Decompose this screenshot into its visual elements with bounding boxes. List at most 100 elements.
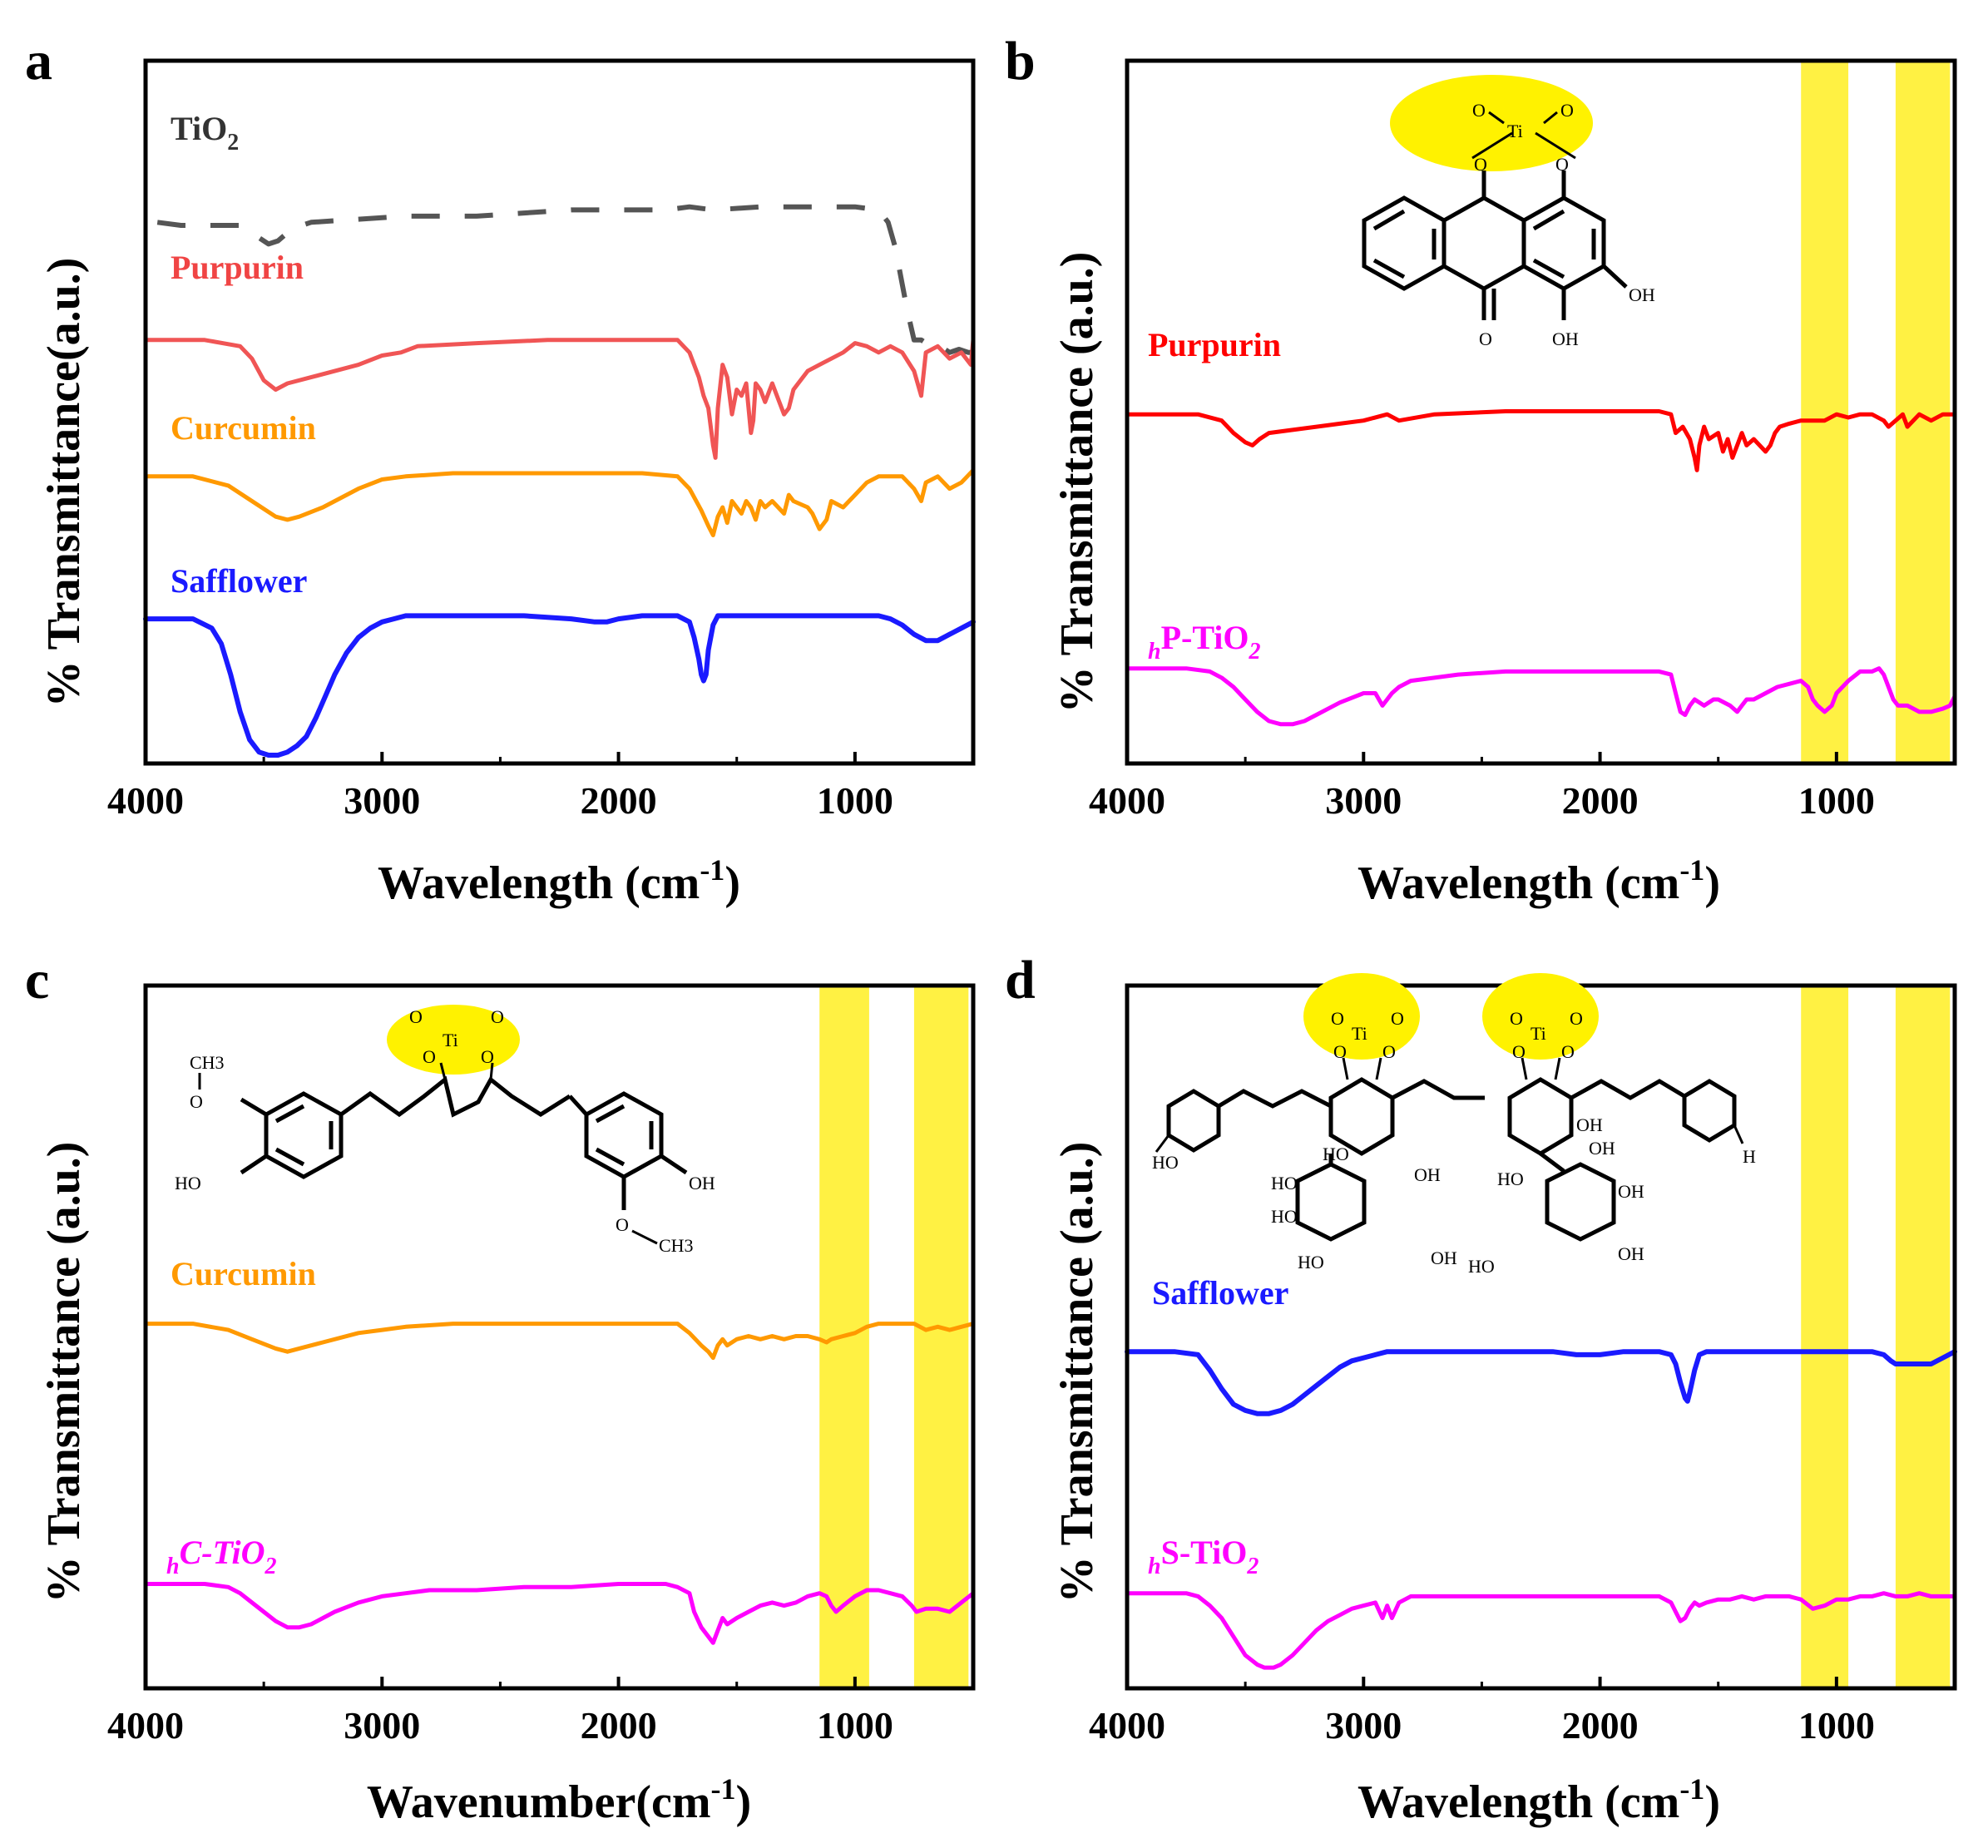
x-axis-label-end: ) <box>736 1776 752 1828</box>
safflower-ti-atoms: O O Ti O O O O Ti O O HO HO OH OH OH HO … <box>1152 1008 1756 1277</box>
series-label-hc-tio2: hC-TiO2 <box>166 1534 277 1579</box>
x-axis-label-sup: -1 <box>1679 853 1704 887</box>
x-axis-ticks: 4000 3000 2000 1000 <box>107 752 893 822</box>
methylene-bridge <box>1391 1079 1485 1100</box>
highlight-bands <box>1801 61 1951 763</box>
atom-label: OH <box>1618 1181 1644 1202</box>
safflower-ti-structure <box>1155 973 1744 1242</box>
atom-label: Ti <box>1507 121 1523 141</box>
atom-label: O <box>1391 1008 1404 1029</box>
x-tick-label: 2000 <box>1562 779 1639 822</box>
series-line-tio2 <box>156 204 973 355</box>
atom-label: O <box>409 1006 423 1027</box>
x-tick-label: 3000 <box>344 1704 420 1747</box>
carbon-chain <box>339 1075 571 1118</box>
bond <box>489 1062 494 1080</box>
highlight-bands <box>1801 986 1951 1688</box>
x-axis-label-end: ) <box>1704 1776 1720 1828</box>
atom-label: HO <box>1152 1152 1179 1173</box>
series-layer <box>1125 1349 1957 1670</box>
x-tick-label: 2000 <box>1562 1704 1639 1747</box>
x-tick-label: 3000 <box>1325 1704 1402 1747</box>
series-line-hs-tio2 <box>1125 1591 1957 1670</box>
series-line-safflower <box>143 613 976 758</box>
x-axis-label: Wavelength (cm-1) <box>1357 853 1720 909</box>
ring-bond <box>1372 258 1406 279</box>
series-line-purpurin <box>1125 409 1957 472</box>
bond <box>1155 1134 1170 1153</box>
x-axis-ticks: 4000 3000 2000 1000 <box>1089 1677 1875 1747</box>
atom-label: OH <box>1629 284 1655 305</box>
bond <box>660 1154 688 1175</box>
series-label-safflower: Safflower <box>171 562 307 600</box>
curcumin-ti-structure <box>198 1005 688 1245</box>
atom-label: O <box>1474 154 1487 175</box>
series-label-sub: 2 <box>1246 1554 1259 1579</box>
x-tick-label: 2000 <box>581 1704 657 1747</box>
ring-bond <box>1372 209 1406 231</box>
panel-a: 4000 3000 2000 1000 a % Transmittance(a.u.)… <box>25 31 976 909</box>
x-tick-label: 1000 <box>1798 1704 1875 1747</box>
vinyl-chain-right <box>1570 1079 1686 1100</box>
atom-label: OH <box>1576 1114 1603 1135</box>
atom-label: HO <box>1271 1173 1298 1193</box>
series-label-main: C-TiO <box>180 1534 265 1571</box>
series-line-curcumin <box>143 1322 976 1361</box>
highlight-band <box>1895 986 1951 1688</box>
x-axis-label: Wavelength (cm-1) <box>1357 1772 1720 1828</box>
atom-label: O <box>616 1214 629 1235</box>
atom-label: O <box>1555 154 1569 175</box>
atom-label: O <box>1510 1008 1523 1029</box>
panel-letter: a <box>25 31 52 91</box>
atom-label: OH <box>689 1173 715 1193</box>
series-label-safflower: Safflower <box>1152 1274 1288 1312</box>
ti-complex-highlight <box>387 1005 520 1075</box>
bond <box>1471 131 1513 160</box>
ti-complex-highlight <box>1390 75 1593 171</box>
y-axis-label: % Transmittance(a.u.) <box>38 258 90 708</box>
atom-label: O <box>1479 329 1492 349</box>
atom-label: Ti <box>1352 1023 1367 1044</box>
bond <box>1342 1057 1349 1080</box>
atom-label: O <box>1512 1041 1526 1062</box>
atom-label: HO <box>1298 1252 1324 1272</box>
bond <box>1602 264 1628 289</box>
highlight-band <box>1801 986 1849 1688</box>
series-label-purpurin: Purpurin <box>171 249 304 286</box>
x-axis-label-sup: -1 <box>700 853 724 887</box>
y-axis-label: % Transmittance (a.u.) <box>38 1142 90 1603</box>
bond <box>1535 131 1576 160</box>
curcumin-ti-atoms: O O Ti O O CH3 O HO OH O CH3 <box>175 1006 715 1256</box>
bond <box>568 1094 588 1116</box>
atom-label: OH <box>1414 1164 1441 1185</box>
panel-c: 4000 3000 2000 1000 c % Transmittance (a.u.… <box>25 950 976 1828</box>
x-tick-label: 4000 <box>107 779 184 822</box>
series-line-purpurin <box>143 338 976 460</box>
bond <box>1543 111 1558 125</box>
x-tick-label: 1000 <box>817 779 893 822</box>
ring-bond <box>1532 258 1565 279</box>
series-line-hp-tio2 <box>1125 666 1957 727</box>
x-axis-label-text: Wavelength (cm <box>378 857 700 909</box>
atom-label: O <box>491 1006 504 1027</box>
atom-label: HO <box>1497 1169 1524 1189</box>
ring-bond <box>1532 209 1565 231</box>
core-ring-right <box>1507 1077 1574 1156</box>
series-label-tio2: TiO2 <box>171 110 239 156</box>
atom-label: O <box>481 1046 494 1067</box>
x-tick-label: 1000 <box>817 1704 893 1747</box>
series-label-main: P-TiO <box>1161 619 1249 656</box>
vinyl-chain-left <box>1217 1089 1333 1109</box>
atom-label: CH3 <box>190 1052 225 1073</box>
ring-bond <box>595 1104 626 1124</box>
series-label-purpurin: Purpurin <box>1148 326 1281 363</box>
x-axis-ticks: 4000 3000 2000 1000 <box>107 1677 893 1747</box>
atom-label: O <box>1333 1041 1347 1062</box>
ti-complex-highlight-right <box>1482 973 1599 1060</box>
series-label-sub: 2 <box>1249 639 1261 665</box>
panel-b: 4000 3000 2000 1000 b % Transmittance (a.u.… <box>1005 31 1957 909</box>
y-axis-label: % Transmittance (a.u.) <box>1051 252 1103 714</box>
x-axis-label-text: Wavenumber(cm <box>367 1776 711 1828</box>
atom-label: O <box>1570 1008 1583 1029</box>
